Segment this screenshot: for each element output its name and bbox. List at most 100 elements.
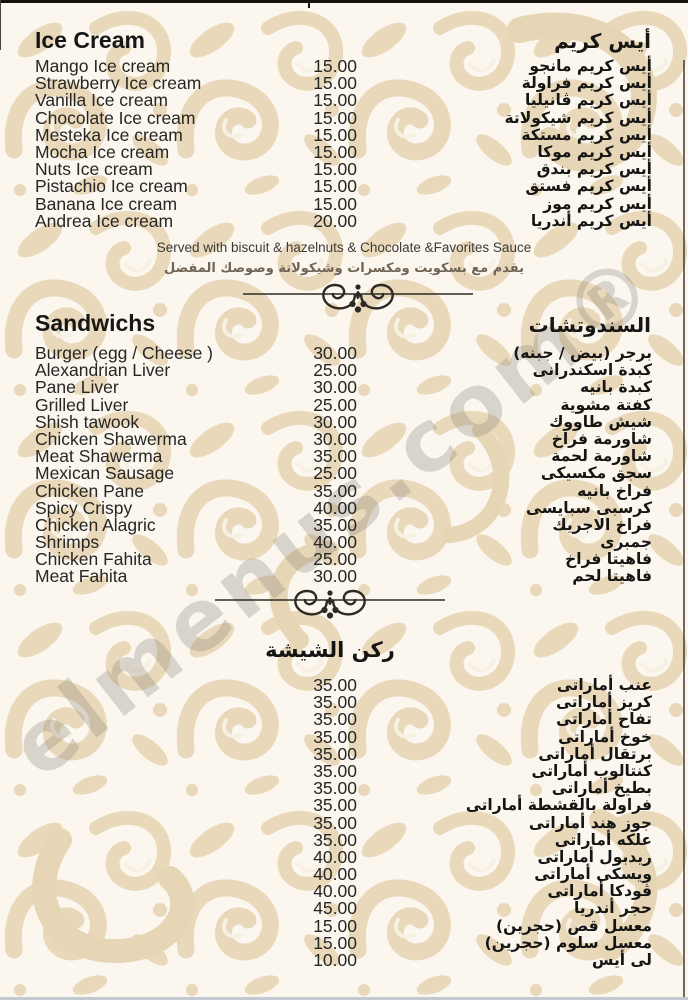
item-name-ar: كرسبى سبايسى [526, 498, 652, 517]
item-name-ar: أيس كريم موكا [537, 142, 652, 161]
item-name-ar: أيس كريم موز [543, 194, 652, 213]
item-name-en: Alexandrian Liver [35, 360, 171, 381]
item-price: 35.00 [313, 480, 357, 501]
menu-item-row: Mocha Ice cream 15.00 أيس كريم موكا [0, 141, 688, 162]
menu-item-row: 35.00 عنب أماراتى [0, 676, 688, 694]
menu-item-row: Mexican Sausage 25.00 سجق مكسيكى [0, 463, 688, 484]
menu-item-row: Chicken Alagric 35.00 فراخ الاجريك [0, 515, 688, 534]
section-title-sandwiches-en: Sandwichs [35, 310, 156, 336]
item-name-ar: أيس كريم مانجو [529, 57, 652, 75]
scan-edge-bottom [0, 997, 688, 1000]
item-price: 15.00 [313, 56, 357, 76]
menu-item-row: 45.00 حجر أندريا [0, 898, 688, 919]
item-name-en: Chicken Pane [35, 480, 144, 501]
item-name-en: Nuts Ice cream [35, 159, 153, 180]
item-name-en: Mexican Sausage [35, 463, 175, 484]
item-name-ar: أيس كريم فستق [525, 177, 652, 196]
item-name-ar: علكه أماراتى [554, 830, 652, 849]
item-name-ar: شيش طاووك [549, 412, 652, 431]
menu-item-row: 35.00 تفاح أماراتى [0, 709, 688, 730]
item-name-en: Pistachio Ice cream [35, 176, 188, 197]
serving-note-en: Served with biscuit & hazelnuts & Chocol… [156, 240, 532, 255]
item-name-ar: خوخ أماراتى [558, 727, 652, 746]
item-name-ar: أيس كريم فراولة [521, 74, 652, 93]
item-price: 20.00 [313, 210, 357, 231]
item-name-en: Mesteka Ice cream [35, 124, 183, 145]
menu-item-row: 35.00 بطيخ أماراتى [0, 778, 688, 799]
item-name-ar: عنب أماراتى [556, 676, 652, 694]
item-name-en: Vanilla Ice cream [35, 90, 168, 111]
item-price: 25.00 [313, 463, 357, 484]
item-price: 15.00 [313, 915, 357, 936]
section-title-ice-cream-en: Ice Cream [35, 27, 145, 53]
item-name-en: Grilled Liver [35, 394, 129, 415]
item-price: 30.00 [313, 411, 357, 432]
item-name-ar: فراخ الاجريك [552, 515, 652, 534]
item-name-en: Mango Ice cream [35, 56, 171, 76]
item-name-en: Pane Liver [35, 377, 119, 398]
item-name-ar: كبدة بانيه [579, 378, 652, 397]
item-price: 15.00 [313, 141, 357, 162]
menu-item-row: 40.00 ڤودكا أماراتى [0, 881, 688, 902]
item-name-en: Banana Ice cream [35, 193, 178, 214]
menu-item-row: 15.00 معسل قص (حجرين) [0, 915, 688, 936]
item-price: 35.00 [313, 812, 357, 833]
menu-item-row: Meat Shawerma 35.00 شاورمة لحمة [0, 446, 688, 467]
item-name-ar: تفاح أماراتى [556, 710, 652, 729]
ornament-divider [243, 283, 473, 313]
menu-item-row: Pane Liver 30.00 كبدة بانيه [0, 377, 688, 398]
item-price: 35.00 [313, 778, 357, 799]
item-name-ar: جوز هند أماراتى [528, 813, 652, 832]
menu-item-row: Alexandrian Liver 25.00 كبدة اسكندرانى [0, 360, 688, 381]
menu-item-row: Spicy Crispy 40.00 كرسبى سبايسى [0, 498, 688, 517]
item-price: 10.00 [313, 950, 357, 970]
item-price: 30.00 [313, 343, 357, 363]
item-price: 45.00 [313, 898, 357, 919]
serving-note-ar: يقدم مع بسكويت ومكسرات وشيكولاتة وصوصك ا… [164, 261, 524, 276]
menu-item-row: 35.00 جوز هند أماراتى [0, 812, 688, 833]
menu-item-row: 35.00 فراولة بالقشطة أماراتى [0, 795, 688, 816]
item-price: 40.00 [313, 881, 357, 902]
menu-item-row: Nuts Ice cream 15.00 أيس كريم بندق [0, 159, 688, 180]
item-name-en: Chocolate Ice cream [35, 107, 196, 128]
item-name-en: Shish tawook [35, 411, 140, 432]
item-name-ar: شاورمة فراخ [551, 429, 652, 448]
menu-item-row: 35.00 برتقال أماراتى [0, 743, 688, 764]
item-price: 25.00 [313, 360, 357, 381]
item-price: 35.00 [313, 446, 357, 467]
item-price: 35.00 [313, 709, 357, 730]
menu-item-row: 10.00 لى أيس [0, 950, 688, 970]
item-price: 35.00 [313, 795, 357, 816]
item-name-ar: حجر أندريا [573, 899, 652, 918]
menu-item-row: Vanilla Ice cream 15.00 أيس كريم ڤانيليا [0, 90, 688, 111]
item-name-en: Shrimps [35, 532, 100, 553]
item-name-ar: أيس كريم شيكولاتة [504, 108, 652, 127]
scan-edge-left [0, 0, 1, 50]
item-name-ar: ويسكى أماراتى [534, 865, 652, 884]
item-name-ar: برتقال أماراتى [538, 744, 652, 763]
menu-item-row: Chicken Shawerma 30.00 شاورمة فراخ [0, 429, 688, 448]
menu-item-row: Pistachio Ice cream 15.00 أيس كريم فستق [0, 176, 688, 197]
item-name-ar: كفتة مشوية [560, 395, 652, 414]
section-title-shisha-ar: ركن الشيشة [265, 638, 395, 662]
item-name-ar: بطيخ أماراتى [551, 779, 652, 798]
menu-item-row: Andrea Ice cream 20.00 أيس كريم أندريا [0, 210, 688, 231]
item-name-ar: كبدة اسكندرانى [532, 361, 652, 380]
item-name-ar: أيس كريم مستكة [521, 125, 652, 144]
section-title-sandwiches-ar: السندوتشات [528, 313, 651, 337]
item-name-en: Meat Shawerma [35, 446, 163, 467]
menu-item-row: Mesteka Ice cream 15.00 أيس كريم مستكة [0, 124, 688, 145]
item-price: 35.00 [313, 829, 357, 850]
item-price: 15.00 [313, 176, 357, 197]
item-price: 15.00 [313, 124, 357, 145]
item-price: 30.00 [313, 566, 357, 587]
item-name-ar: فراولة بالقشطة أماراتى [465, 796, 652, 815]
item-price: 35.00 [313, 743, 357, 764]
ice-cream-item-list: Mango Ice cream 15.00 أيس كريم مانجو Str… [0, 56, 688, 231]
item-name-ar: معسل سلوم (حجرين) [484, 933, 652, 952]
item-price: 15.00 [313, 193, 357, 214]
scan-edge-right [683, 60, 685, 997]
